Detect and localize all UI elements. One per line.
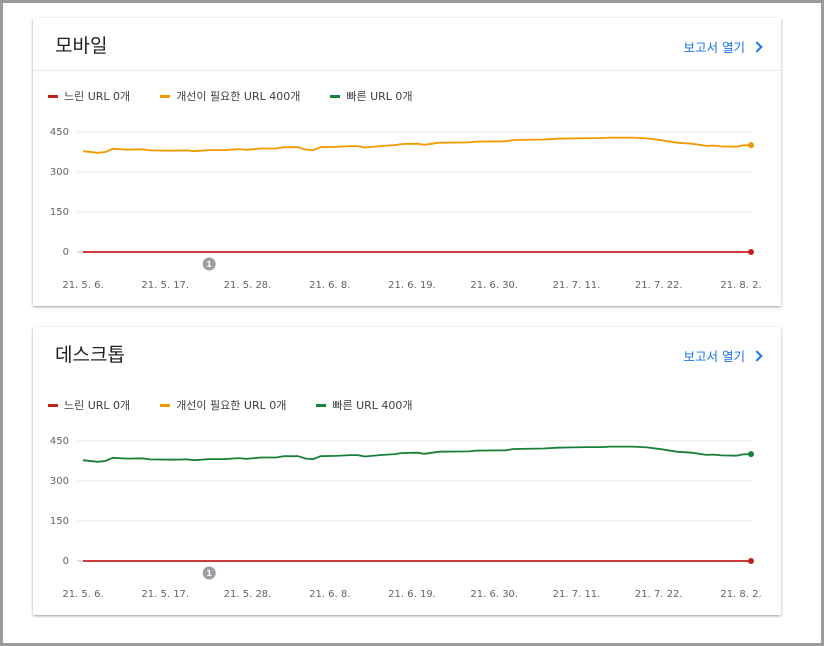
desktop-line-chart: 0 150 300 450 21. 5. 6. 21. 5. 17. 21. 5. 28. 2… [50, 436, 762, 600]
legend-item-slow[interactable]: 느린 URL 0개 [48, 397, 130, 413]
legend-label: 빠른 URL 0개 [346, 90, 413, 103]
y-tick-label: 150 [50, 207, 69, 218]
x-tick-label: 21. 6. 8. [309, 280, 350, 291]
x-tick-label: 21. 7. 11. [553, 280, 601, 291]
x-tick-label: 21. 7. 22. [635, 589, 683, 600]
x-tick-label: 21. 6. 8. [309, 589, 350, 600]
x-tick-label: 21. 7. 22. [635, 280, 683, 291]
legend-item-fast[interactable]: 빠른 URL 400개 [316, 397, 413, 413]
x-tick-label: 21. 6. 19. [388, 280, 436, 291]
open-report-link[interactable]: 보고서 열기 [683, 346, 763, 365]
annotation-label: 1 [206, 260, 212, 269]
legend-label: 느린 URL 0개 [64, 90, 131, 103]
x-tick-label: 21. 5. 28. [224, 280, 272, 291]
y-tick-label: 450 [50, 127, 69, 138]
legend-item-improve[interactable]: 개선이 필요한 URL 400개 [160, 88, 300, 104]
desktop-card: 데스크톱 보고서 열기 느린 URL 0개 개선이 필요한 URL 0개 빠른 … [33, 327, 781, 615]
series-line [82, 136, 752, 154]
series-end-point [748, 249, 754, 255]
x-tick-label: 21. 6. 30. [470, 280, 518, 291]
legend-swatch-fast [316, 403, 327, 407]
card-header: 모바일 보고서 열기 [33, 18, 781, 71]
annotation-marker [202, 257, 216, 271]
x-tick-label: 21. 5. 17. [141, 280, 189, 291]
x-tick-label: 21. 6. 19. [388, 589, 436, 600]
series-end-point [748, 451, 754, 458]
card-title: 데스크톱 [55, 344, 125, 366]
open-report-label: 보고서 열기 [683, 349, 745, 364]
annotation-marker [202, 566, 216, 580]
series-end-point [748, 142, 754, 149]
x-tick-label: 21. 5. 6. [62, 589, 103, 600]
x-tick-label: 21. 5. 17. [141, 589, 189, 600]
x-tick-label: 21. 5. 28. [224, 589, 272, 600]
x-tick-label: 21. 5. 6. [62, 280, 103, 291]
y-tick-label: 450 [50, 436, 69, 447]
legend-label: 빠른 URL 400개 [332, 399, 413, 412]
mobile-card: 모바일 보고서 열기 느린 URL 0개 개선이 필요한 URL 400개 빠른… [33, 18, 781, 306]
legend: 느린 URL 0개 개선이 필요한 URL 0개 빠른 URL 400개 [48, 397, 413, 413]
series-line [82, 445, 752, 463]
x-tick-label: 21. 8. 2. [720, 280, 761, 291]
y-tick-label: 300 [50, 167, 69, 178]
annotation-label: 1 [206, 569, 212, 578]
legend-swatch-slow [48, 94, 58, 98]
y-tick-label: 0 [63, 556, 69, 567]
open-report-label: 보고서 열기 [683, 40, 745, 55]
legend-swatch-improve [160, 403, 171, 407]
chevron-right-icon [751, 40, 763, 53]
chevron-right-icon [751, 349, 763, 362]
y-tick-label: 0 [63, 247, 69, 258]
legend-label: 느린 URL 0개 [64, 399, 131, 412]
legend: 느린 URL 0개 개선이 필요한 URL 400개 빠른 URL 0개 [48, 88, 413, 104]
mobile-line-chart: 0 150 300 450 21. 5. 6. 21. 5. 17. 21. 5. 28. 2… [50, 127, 762, 291]
legend-swatch-improve [160, 94, 171, 98]
legend-item-improve[interactable]: 개선이 필요한 URL 0개 [160, 397, 286, 413]
x-tick-label: 21. 8. 2. [720, 589, 761, 600]
legend-item-slow[interactable]: 느린 URL 0개 [48, 88, 130, 104]
legend-swatch-fast [330, 94, 341, 98]
x-tick-label: 21. 7. 11. [553, 589, 601, 600]
series-end-point [748, 558, 754, 564]
legend-swatch-slow [48, 403, 58, 407]
x-tick-label: 21. 6. 30. [470, 589, 518, 600]
y-tick-label: 150 [50, 516, 69, 527]
legend-item-fast[interactable]: 빠른 URL 0개 [330, 88, 413, 104]
card-header: 데스크톱 보고서 열기 [33, 327, 781, 379]
card-title: 모바일 [55, 35, 108, 57]
legend-label: 개선이 필요한 URL 0개 [176, 399, 287, 412]
legend-label: 개선이 필요한 URL 400개 [176, 90, 301, 103]
open-report-link[interactable]: 보고서 열기 [683, 37, 763, 56]
y-tick-label: 300 [50, 476, 69, 487]
